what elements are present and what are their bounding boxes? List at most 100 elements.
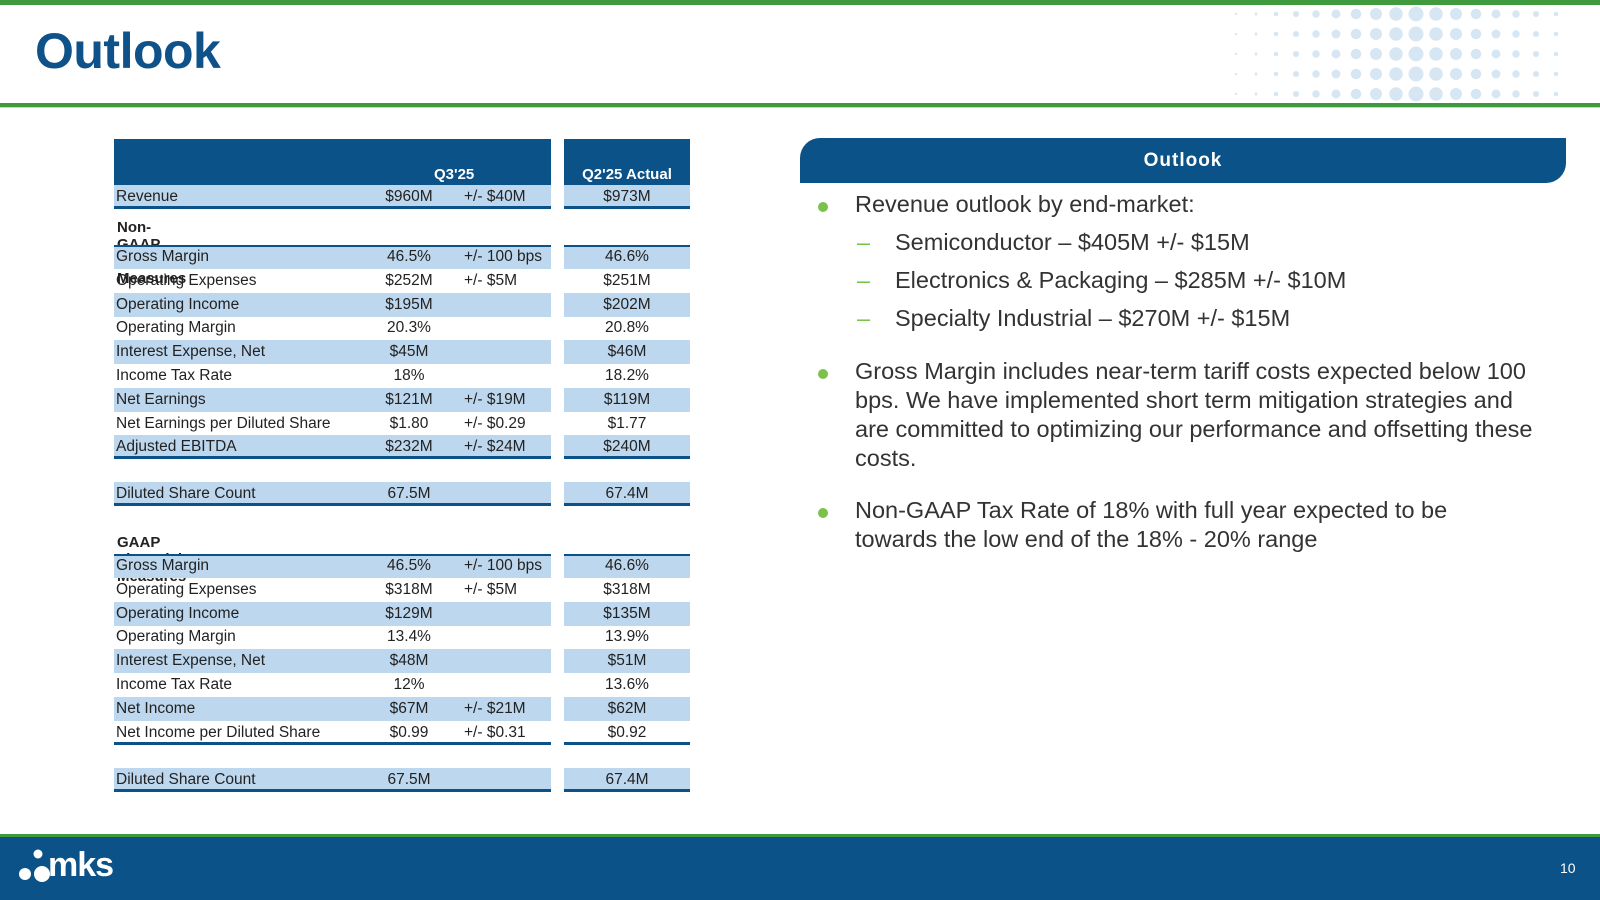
row-label: Net Earnings per Diluted Share [116, 414, 331, 432]
pattern-dot [1512, 50, 1520, 58]
column-header-q2-actual: Q2'25 Actual [582, 166, 672, 183]
row-label: Operating Expenses [116, 580, 257, 598]
pattern-dot [1512, 90, 1520, 98]
pattern-dot [1312, 10, 1320, 18]
outlook-heading: Outlook [800, 138, 1566, 183]
row-value: $45M [389, 343, 429, 361]
pattern-dot [1312, 90, 1320, 98]
pattern-dot [1350, 48, 1362, 60]
row-value: $0.99 [389, 723, 429, 741]
pattern-dot [1273, 31, 1279, 37]
table-row: Operating Expenses $252M +/- $5M $251M [114, 269, 690, 293]
pattern-dot [1254, 92, 1258, 96]
pattern-dot [1553, 51, 1559, 57]
table-row: Operating Expenses $318M +/- $5M $318M [114, 578, 690, 602]
column-header-q3: Q3'25 [434, 166, 475, 183]
row-label: Gross Margin [116, 557, 210, 574]
header-divider [0, 103, 1600, 107]
page-title: Outlook [35, 23, 221, 79]
footer-divider [0, 834, 1600, 837]
pattern-dot [1491, 49, 1501, 59]
row-value: $121M [385, 390, 433, 408]
pattern-dot [1234, 32, 1238, 36]
table-header-q2: Q2'25 Actual [564, 139, 690, 185]
row-actual: 46.6% [605, 557, 649, 574]
table-row: Operating Income $129M $135M [114, 601, 690, 626]
row-value: 46.5% [387, 557, 431, 574]
row-value: 67.5M [387, 771, 431, 788]
row-value: $48M [389, 652, 429, 670]
pattern-dot [1512, 70, 1520, 78]
row-value: $195M [385, 295, 433, 313]
row-label: Net Income per Diluted Share [116, 723, 321, 741]
pattern-dot [1254, 32, 1258, 36]
row-value: $318M [385, 580, 433, 598]
row-label: Income Tax Rate [116, 367, 233, 384]
row-label: Operating Expenses [116, 271, 257, 289]
bullet-revenue-outlook: Revenue outlook by end-market: [815, 190, 1535, 219]
pattern-dot [1429, 7, 1443, 21]
row-label: Income Tax Rate [116, 676, 233, 693]
row-label: Gross Margin [116, 248, 210, 265]
bullet-tax-rate: Non-GAAP Tax Rate of 18% with full year … [815, 496, 1535, 554]
pattern-dot [1293, 11, 1299, 17]
table-header-q3: Q3'25 [114, 139, 551, 185]
row-label: Interest Expense, Net [116, 652, 266, 670]
pattern-dot [1512, 10, 1520, 18]
pattern-dot [1389, 67, 1403, 81]
mks-logo-text: mks [48, 846, 114, 884]
top-accent-stripe [0, 0, 1600, 5]
pattern-dot [1234, 92, 1238, 96]
row-label: Operating Income [116, 604, 240, 622]
page-number: 10 [1560, 860, 1576, 876]
row-range: +/- $19M [464, 390, 526, 408]
decorative-dot-pattern [1234, 6, 1559, 102]
pattern-dot [1254, 52, 1258, 56]
pattern-dot [1331, 69, 1341, 79]
pattern-dot [1254, 72, 1258, 76]
pattern-dot [1553, 31, 1559, 37]
pattern-dot [1370, 68, 1382, 80]
table-row: Net Earnings per Diluted Share $1.80 +/- $… [114, 412, 690, 436]
sub-bullet-text: Semiconductor – $405M +/- $15M [895, 229, 1250, 255]
row-value: 20.3% [387, 319, 431, 337]
row-value: 13.4% [387, 628, 431, 646]
mks-logo-icon [19, 849, 50, 882]
pattern-dot [1470, 8, 1482, 20]
row-actual: 67.4M [605, 771, 649, 788]
row-label: Diluted Share Count [116, 485, 256, 502]
table-row: Operating Margin 13.4% 13.9% [114, 625, 690, 649]
pattern-dot [1533, 71, 1539, 77]
row-label: Diluted Share Count [116, 771, 256, 788]
row-value: $67M [389, 699, 429, 717]
row-range: +/- $5M [464, 580, 517, 598]
pattern-dot [1370, 88, 1382, 100]
row-actual: $119M [603, 390, 651, 408]
pattern-dot [1429, 87, 1443, 101]
pattern-dot [1429, 27, 1443, 41]
pattern-dot [1293, 51, 1299, 57]
sub-bullet-specialty: – Specialty Industrial – $270M +/- $15M [815, 304, 1535, 333]
row-value: $232M [385, 438, 433, 456]
row-range: +/- $24M [464, 438, 526, 456]
pattern-dot [1470, 88, 1482, 100]
pattern-dot [1491, 9, 1501, 19]
outlook-bullets: Revenue outlook by end-market: – Semicon… [815, 190, 1535, 554]
row-actual: $135M [603, 604, 651, 622]
pattern-dot [1408, 6, 1424, 22]
row-value: 67.5M [387, 485, 431, 502]
row-actual: 13.9% [605, 628, 649, 646]
row-actual: $318M [603, 580, 651, 598]
pattern-dot [1553, 71, 1559, 77]
footer-bar [0, 837, 1600, 900]
pattern-dot [1273, 51, 1279, 57]
pattern-dot [1234, 72, 1238, 76]
sub-bullet-electronics: – Electronics & Packaging – $285M +/- $1… [815, 266, 1535, 295]
pattern-dot [1408, 66, 1424, 82]
row-label: Interest Expense, Net [116, 343, 266, 361]
pattern-dot [1389, 87, 1403, 101]
row-actual: 46.6% [605, 248, 649, 265]
row-range: +/- $0.29 [464, 414, 526, 432]
pattern-dot [1331, 49, 1341, 59]
row-value: $129M [385, 604, 433, 622]
